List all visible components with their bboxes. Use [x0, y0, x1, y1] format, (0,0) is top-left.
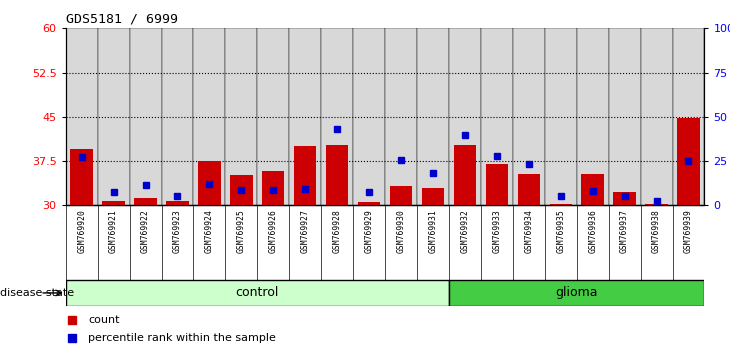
Bar — [641, 28, 672, 205]
Bar — [449, 28, 481, 205]
Text: GSM769938: GSM769938 — [652, 209, 661, 253]
Bar — [613, 192, 636, 205]
Text: count: count — [88, 315, 120, 325]
Bar — [102, 201, 125, 205]
Bar — [512, 28, 545, 205]
Bar — [672, 28, 704, 205]
Bar — [481, 28, 512, 205]
Bar — [98, 28, 130, 205]
Text: GSM769924: GSM769924 — [205, 209, 214, 253]
Bar — [161, 28, 193, 205]
Bar — [130, 28, 161, 205]
Bar — [66, 28, 98, 205]
Text: percentile rank within the sample: percentile rank within the sample — [88, 333, 276, 343]
Bar — [422, 188, 444, 205]
Text: GSM769929: GSM769929 — [364, 209, 374, 253]
Bar — [166, 201, 188, 205]
Bar — [454, 144, 476, 205]
Bar — [449, 280, 704, 306]
Bar — [226, 28, 257, 205]
Bar — [390, 187, 412, 205]
Bar — [485, 164, 508, 205]
Text: GSM769937: GSM769937 — [620, 209, 629, 253]
Text: GSM769931: GSM769931 — [429, 209, 437, 253]
Bar — [294, 146, 316, 205]
Bar — [353, 28, 385, 205]
Text: GSM769922: GSM769922 — [141, 209, 150, 253]
Text: GSM769935: GSM769935 — [556, 209, 565, 253]
Bar — [645, 204, 668, 205]
Text: GDS5181 / 6999: GDS5181 / 6999 — [66, 13, 177, 26]
Bar — [71, 149, 93, 205]
Bar — [545, 28, 577, 205]
Bar — [417, 28, 449, 205]
Bar — [66, 280, 449, 306]
Text: disease state: disease state — [0, 288, 74, 298]
Bar — [257, 28, 289, 205]
Bar — [385, 28, 417, 205]
Bar — [326, 144, 348, 205]
Text: GSM769923: GSM769923 — [173, 209, 182, 253]
Text: GSM769932: GSM769932 — [461, 209, 469, 253]
Text: GSM769925: GSM769925 — [237, 209, 246, 253]
Bar — [262, 171, 285, 205]
Text: GSM769930: GSM769930 — [396, 209, 406, 253]
Text: GSM769934: GSM769934 — [524, 209, 534, 253]
Text: GSM769926: GSM769926 — [269, 209, 278, 253]
Text: control: control — [236, 286, 279, 299]
Text: GSM769936: GSM769936 — [588, 209, 597, 253]
Bar — [609, 28, 641, 205]
Bar — [289, 28, 321, 205]
Bar — [230, 175, 253, 205]
Bar — [518, 174, 540, 205]
Text: GSM769933: GSM769933 — [492, 209, 502, 253]
Text: glioma: glioma — [556, 286, 598, 299]
Bar — [193, 28, 226, 205]
Text: GSM769921: GSM769921 — [109, 209, 118, 253]
Bar — [577, 28, 609, 205]
Text: GSM769927: GSM769927 — [301, 209, 310, 253]
Text: GSM769920: GSM769920 — [77, 209, 86, 253]
Bar — [677, 118, 699, 205]
Text: GSM769928: GSM769928 — [333, 209, 342, 253]
Bar — [550, 204, 572, 205]
Bar — [199, 161, 220, 205]
Bar — [134, 198, 157, 205]
Bar — [358, 202, 380, 205]
Text: GSM769939: GSM769939 — [684, 209, 693, 253]
Bar — [321, 28, 353, 205]
Bar — [582, 174, 604, 205]
